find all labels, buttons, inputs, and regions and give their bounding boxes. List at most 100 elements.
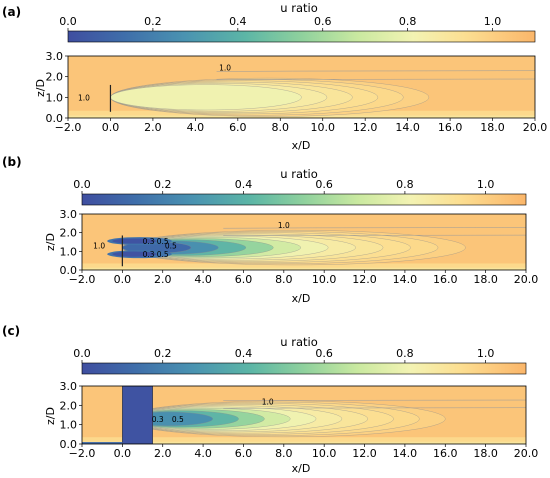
obstacle-block (122, 386, 153, 444)
x-tick-label: −2.0 (55, 121, 82, 134)
contour-label: 1.0 (93, 242, 105, 251)
tip-vortex-core (112, 251, 157, 257)
colorbar-a (67, 30, 536, 43)
x-axis-label-b: x/D (292, 292, 311, 305)
y-tick-label: 0.0 (46, 112, 64, 125)
y-tick-label: 3.0 (60, 208, 78, 221)
x-tick-label: 0.0 (114, 447, 132, 460)
contour-label: 0.5 (157, 250, 169, 259)
x-tick-label: 14.0 (393, 447, 418, 460)
plot-area-a: 1.0 1.0 (67, 55, 536, 119)
y-tick-label: 3.0 (60, 380, 78, 393)
field-b (82, 214, 526, 270)
field-a (68, 56, 535, 118)
plot-area-b: 1.00.3 0.50.50.3 0.51.0 (81, 213, 527, 271)
y-tick-label: 1.0 (60, 419, 78, 432)
y-tick-label: 1.0 (60, 245, 78, 258)
plot-frame (67, 55, 536, 119)
colorbar-tick-label: 0.2 (154, 347, 172, 360)
ground-strip (82, 442, 123, 444)
colorbar-tick-label: 1.0 (477, 347, 495, 360)
y-tick-label: 3.0 (46, 50, 64, 63)
x-tick-label: 8.0 (275, 447, 293, 460)
colorbar-tick-label: 0.4 (235, 347, 253, 360)
colorbar-tick-label: 1.0 (477, 178, 495, 191)
colorbar-label-c: u ratio (280, 335, 317, 349)
x-tick-label: 14.0 (393, 273, 418, 286)
panel-label-b: (b) (2, 155, 22, 169)
x-axis-b: −2.0 0.0 2.0 4.0 6.0 8.0 10.0 12.0 14.0 16.0 18.0 2… (69, 270, 538, 286)
x-axis-label-a: x/D (292, 139, 311, 152)
x-tick-label: 10.0 (312, 447, 337, 460)
colorbar-tick-label: 0.8 (396, 347, 414, 360)
x-tick-label: 10.0 (310, 121, 335, 134)
y-axis-c: 0.0 1.0 2.0 3.0 (60, 380, 82, 451)
x-tick-label: 4.0 (187, 121, 205, 134)
panel-a: (a) u ratio 0.0 0.2 0.4 0.6 0.8 1.0 1.0 1.0 −2… (2, 1, 548, 152)
wake-level (110, 84, 302, 111)
x-tick-label: 2.0 (154, 273, 172, 286)
colorbar-tick-label: 0.2 (154, 178, 172, 191)
x-tick-label: 2.0 (144, 121, 162, 134)
contour-label: 0.3 (143, 250, 155, 259)
x-tick-label: 12.0 (352, 273, 377, 286)
boundary-layer-band (82, 263, 526, 270)
y-axis-a: 0.0 1.0 2.0 3.0 (46, 50, 68, 125)
contour-label: 1.0 (262, 397, 274, 406)
colorbar-tick-label: 0.8 (396, 178, 414, 191)
colorbar-tick-label: 0.6 (314, 15, 332, 28)
x-tick-label: 0.0 (114, 273, 132, 286)
x-tick-label: 12.0 (353, 121, 378, 134)
x-tick-label: 16.0 (433, 447, 458, 460)
colorbar-ticks-b: 0.0 0.2 0.4 0.6 0.8 1.0 (73, 178, 494, 194)
contour-label: 0.3 (152, 415, 164, 424)
tip-vortex-core (112, 238, 157, 244)
y-tick-label: 1.0 (46, 91, 64, 104)
x-axis-label-c: x/D (292, 462, 311, 475)
colorbar-ticks-c: 0.0 0.2 0.4 0.6 0.8 1.0 (73, 347, 494, 363)
colorbar-label-b: u ratio (280, 167, 317, 181)
y-tick-label: 0.0 (60, 264, 78, 277)
contour-label: 0.5 (165, 242, 177, 251)
x-axis-c: −2.0 0.0 2.0 4.0 6.0 8.0 10.0 12.0 14.0 16.0 18.0 2… (69, 444, 538, 460)
x-tick-label: 12.0 (352, 447, 377, 460)
x-tick-label: 4.0 (194, 447, 212, 460)
colorbar-tick-label: 0.0 (73, 178, 91, 191)
x-tick-label: 18.0 (473, 273, 498, 286)
colorbar-tick-label: 0.6 (315, 178, 333, 191)
colorbar-tick-label: 0.6 (315, 347, 333, 360)
x-tick-label: 0.0 (102, 121, 120, 134)
y-axis-label-c: z/D (44, 407, 57, 425)
panel-b: (b) u ratio 0.0 0.2 0.4 0.6 0.8 1.0 1.00.3 0.5… (2, 155, 538, 305)
colorbar-tick-label: 0.4 (235, 178, 253, 191)
field-c (82, 386, 526, 444)
contour-label: 0.5 (157, 237, 169, 246)
colorbar-b (81, 193, 527, 206)
near-wall-band (82, 267, 526, 270)
y-axis-label-a: z/D (34, 79, 47, 97)
plot-area-c: 0.3 0.5 1.0 (81, 385, 527, 445)
contour-label: 1.0 (219, 63, 231, 72)
colorbar-ticks-a: 0.0 0.2 0.4 0.6 0.8 1.0 (59, 15, 501, 31)
x-tick-label: 16.0 (433, 273, 458, 286)
x-tick-label: 18.0 (480, 121, 505, 134)
plot-frame (81, 385, 527, 445)
y-tick-label: 2.0 (60, 399, 78, 412)
x-tick-label: 8.0 (275, 273, 293, 286)
colorbar-c (81, 362, 527, 375)
x-axis-a: −2.0 0.0 2.0 4.0 6.0 8.0 10.0 12.0 14.0 16.0 18.0 2… (55, 118, 548, 134)
x-tick-label: 10.0 (312, 273, 337, 286)
x-tick-label: 20.0 (523, 121, 548, 134)
colorbar-tick-label: 0.0 (73, 347, 91, 360)
x-tick-label: 4.0 (194, 273, 212, 286)
plot-frame (81, 213, 527, 271)
contour-label: 0.3 (143, 237, 155, 246)
colorbar-tick-label: 0.8 (399, 15, 417, 28)
colorbar-tick-label: 0.2 (144, 15, 162, 28)
colorbar-tick-label: 0.4 (229, 15, 247, 28)
x-tick-label: 6.0 (235, 447, 253, 460)
y-tick-label: 2.0 (46, 71, 64, 84)
x-tick-label: 16.0 (438, 121, 463, 134)
y-tick-label: 2.0 (60, 227, 78, 240)
